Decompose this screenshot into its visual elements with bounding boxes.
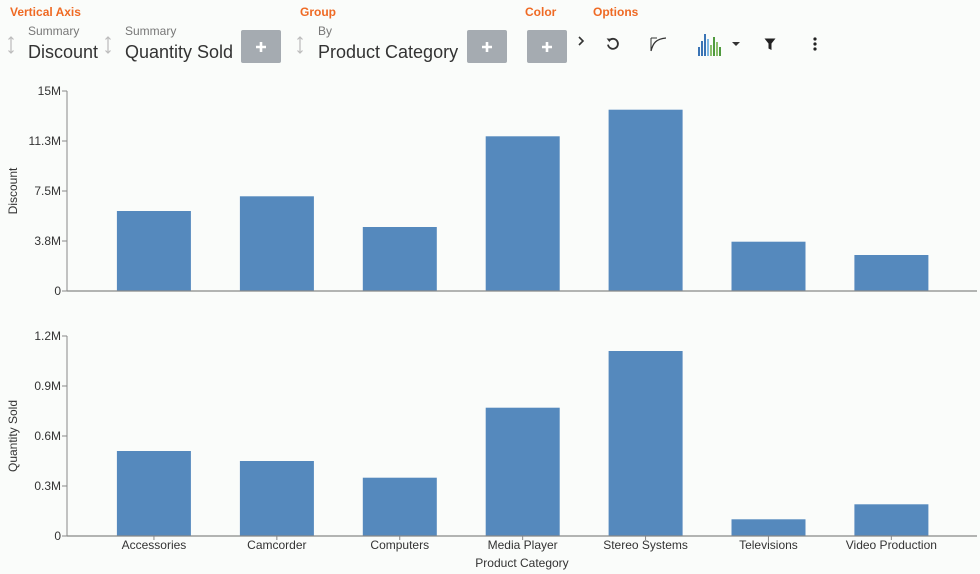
chart-type-button[interactable] — [694, 30, 744, 58]
bar-televisions — [731, 241, 806, 291]
bar-camcorder — [239, 196, 314, 291]
field-main-label: Quantity Sold — [125, 42, 234, 62]
chart-type-icon — [698, 34, 721, 56]
section-label-vertical-axis: Vertical Axis — [10, 5, 81, 19]
y-tick-label: 0.3M — [34, 479, 61, 493]
bar-accessories — [116, 451, 191, 536]
y-axis-title: Discount — [6, 167, 20, 214]
more-options-button[interactable] — [806, 30, 824, 58]
field-main-label: Product Category — [318, 42, 459, 62]
drag-handle-icon[interactable] — [296, 36, 304, 54]
y-tick-label: 0 — [54, 529, 61, 543]
filter-button[interactable] — [760, 30, 780, 58]
caret-down-icon — [732, 42, 740, 46]
y-tick-label: 0 — [54, 284, 61, 298]
chevron-right-icon — [578, 36, 585, 46]
undo-button[interactable] — [602, 30, 624, 58]
curve-icon — [650, 37, 667, 52]
bar-accessories — [116, 211, 191, 291]
bar-computers — [362, 227, 437, 291]
x-tick-label: Televisions — [739, 538, 798, 552]
field-discount[interactable]: Summary Discount — [28, 24, 98, 64]
field-sub-label: Summary — [28, 24, 80, 38]
x-tick-label: Stereo Systems — [603, 538, 688, 552]
y-tick-label: 7.5M — [34, 184, 61, 198]
section-label-group: Group — [300, 5, 336, 19]
bar-stereo-systems — [608, 351, 683, 536]
toolbar: Vertical Axis Group Color Options Summar… — [0, 0, 980, 72]
bar-video-production — [854, 255, 929, 291]
field-quantity-sold[interactable]: Summary Quantity Sold — [125, 24, 233, 64]
x-tick-label: Accessories — [122, 538, 187, 552]
filter-icon — [764, 38, 776, 50]
add-color-button[interactable] — [527, 30, 567, 63]
section-label-color: Color — [525, 5, 557, 19]
x-tick-label: Media Player — [488, 538, 558, 552]
field-product-category[interactable]: By Product Category — [318, 24, 458, 64]
y-axis-title: Quantity Sold — [6, 400, 20, 472]
x-axis-title: Product Category — [475, 556, 568, 570]
bar-computers — [362, 477, 437, 536]
add-group-button[interactable] — [467, 30, 507, 63]
bar-video-production — [854, 504, 929, 536]
y-tick-label: 1.2M — [34, 329, 61, 343]
curve-fit-button[interactable] — [646, 30, 670, 58]
y-tick-label: 0.9M — [34, 379, 61, 393]
y-tick-label: 15M — [38, 84, 61, 98]
field-main-label: Discount — [28, 42, 99, 62]
y-tick-label: 0.6M — [34, 429, 61, 443]
bar-media-player — [485, 136, 560, 291]
drag-handle-icon[interactable] — [104, 36, 112, 54]
y-tick-label: 11.3M — [29, 134, 61, 148]
x-tick-label: Camcorder — [247, 538, 306, 552]
x-tick-label: Computers — [370, 538, 429, 552]
x-tick-label: Video Production — [846, 538, 937, 552]
add-vertical-axis-button[interactable] — [241, 30, 281, 63]
undo-icon — [606, 37, 619, 50]
plus-icon — [256, 41, 266, 52]
more-options-icon — [813, 37, 817, 51]
drag-handle-icon[interactable] — [7, 36, 15, 54]
bar-stereo-systems — [608, 109, 683, 291]
bar-camcorder — [239, 461, 314, 536]
plus-icon — [542, 41, 552, 52]
field-sub-label: Summary — [125, 24, 177, 38]
y-tick-label: 3.8M — [34, 234, 61, 248]
bar-media-player — [485, 407, 560, 536]
section-label-options: Options — [593, 5, 639, 19]
field-sub-label: By — [318, 24, 333, 38]
plus-icon — [482, 41, 492, 52]
bar-televisions — [731, 519, 806, 536]
expand-chevron-icon[interactable] — [574, 27, 588, 55]
